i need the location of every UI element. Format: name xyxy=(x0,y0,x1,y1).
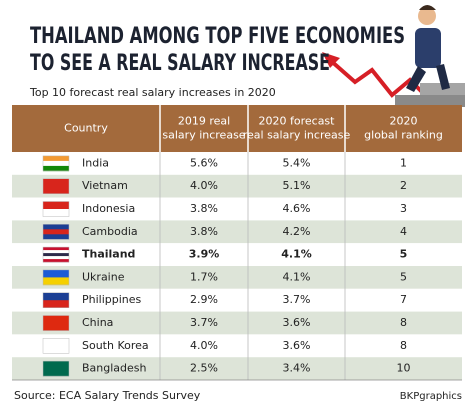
source: Source: ECA Salary Trends Survey xyxy=(14,389,201,402)
row-background xyxy=(12,266,462,289)
cell-value: 5.6% xyxy=(190,156,218,169)
cell-value: 8 xyxy=(400,316,407,329)
flag-stripe xyxy=(43,315,69,331)
flag-stripe xyxy=(43,256,69,260)
column-header: 2020 forecast real salary increase xyxy=(243,115,351,142)
flag-border xyxy=(42,201,70,217)
row-background xyxy=(12,197,462,221)
flag-stripe xyxy=(43,250,69,254)
title-line: THAILAND AMONG TOP FIVE ECONOMIES xyxy=(30,24,405,49)
flag-stripe xyxy=(43,155,69,162)
cell-value: 3.7% xyxy=(283,293,311,306)
credit: BKPgraphics xyxy=(400,391,462,402)
country-name: Ukraine xyxy=(82,270,125,283)
cell-value: 4.6% xyxy=(283,202,311,215)
title-line: TO SEE A REAL SALARY INCREASE xyxy=(30,51,330,76)
row-background xyxy=(12,288,462,312)
cell-value: 2.5% xyxy=(190,362,218,375)
cell-value: 4.0% xyxy=(190,179,218,192)
flag-stripe xyxy=(43,277,69,286)
flag-stripe xyxy=(43,247,69,251)
row-background xyxy=(12,243,462,266)
flag-stripe xyxy=(43,178,69,194)
cell-value: 10 xyxy=(397,362,411,375)
cell-value: 3.8% xyxy=(190,202,218,215)
flag-stripe xyxy=(43,224,69,230)
flag-stripe xyxy=(43,253,69,257)
flag-stripe xyxy=(43,259,69,263)
cell-value: 7 xyxy=(400,293,407,306)
column-header: Country xyxy=(64,122,108,135)
country-name: Vietnam xyxy=(82,179,128,192)
flag-stripe xyxy=(43,201,69,210)
cell-value: 5 xyxy=(400,248,408,261)
country-name: India xyxy=(82,156,109,169)
cell-value: 4 xyxy=(400,225,407,238)
cell-value: 3.7% xyxy=(190,316,218,329)
header-row xyxy=(12,105,462,152)
flag-border xyxy=(42,246,70,263)
cell-value: 2 xyxy=(400,179,407,192)
flag-border xyxy=(42,338,70,354)
country-name: South Korea xyxy=(82,339,149,352)
cell-value: 4.2% xyxy=(283,225,311,238)
cell-value: 8 xyxy=(400,339,407,352)
cell-value: 3.6% xyxy=(283,339,311,352)
cell-value: 3 xyxy=(400,202,407,215)
flag-stripe xyxy=(43,229,69,235)
flag-border xyxy=(42,178,70,194)
cell-value: 3.4% xyxy=(283,362,311,375)
flag-border xyxy=(42,315,70,331)
country-name: Cambodia xyxy=(82,225,138,238)
cell-value: 5.4% xyxy=(283,156,311,169)
cell-value: 5 xyxy=(400,270,407,283)
flag-border xyxy=(42,360,70,377)
flag-stripe xyxy=(43,292,69,301)
country-name: Indonesia xyxy=(82,202,135,215)
row-background xyxy=(12,334,462,358)
flag-border xyxy=(42,155,70,172)
cell-value: 1.7% xyxy=(190,270,218,283)
illustration xyxy=(322,5,465,112)
country-name: Thailand xyxy=(82,248,135,261)
flag-stripe xyxy=(43,165,69,172)
flag-stripe xyxy=(43,361,69,377)
row-background xyxy=(12,357,462,380)
row-background xyxy=(12,311,462,335)
country-name: Philippines xyxy=(82,293,142,306)
column-header: 2020 global ranking xyxy=(364,115,443,142)
flag-stripe xyxy=(43,338,69,354)
cell-value: 5.1% xyxy=(283,179,311,192)
cell-value: 3.6% xyxy=(283,316,311,329)
flag-stripe xyxy=(43,234,69,240)
row-background xyxy=(12,220,462,244)
cell-value: 3.9% xyxy=(189,248,220,261)
row-background xyxy=(12,174,462,198)
flag-stripe xyxy=(43,269,69,278)
cell-value: 3.8% xyxy=(190,225,218,238)
flag-border xyxy=(42,269,70,286)
cell-value: 4.1% xyxy=(283,270,311,283)
cell-value: 4.1% xyxy=(281,248,312,261)
country-name: China xyxy=(82,316,113,329)
column-header: 2019 real salary increase xyxy=(162,115,245,142)
flag-border xyxy=(42,292,70,308)
country-name: Bangladesh xyxy=(82,362,147,375)
cell-value: 4.0% xyxy=(190,339,218,352)
flag-stripe xyxy=(43,160,69,167)
flag-stripe xyxy=(43,209,69,217)
subtitle: Top 10 forecast real salary increases in… xyxy=(29,86,276,99)
cell-value: 2.9% xyxy=(190,293,218,306)
row-background xyxy=(12,152,462,175)
cell-value: 1 xyxy=(400,156,407,169)
flag-stripe xyxy=(43,300,69,308)
flag-border xyxy=(42,224,70,240)
